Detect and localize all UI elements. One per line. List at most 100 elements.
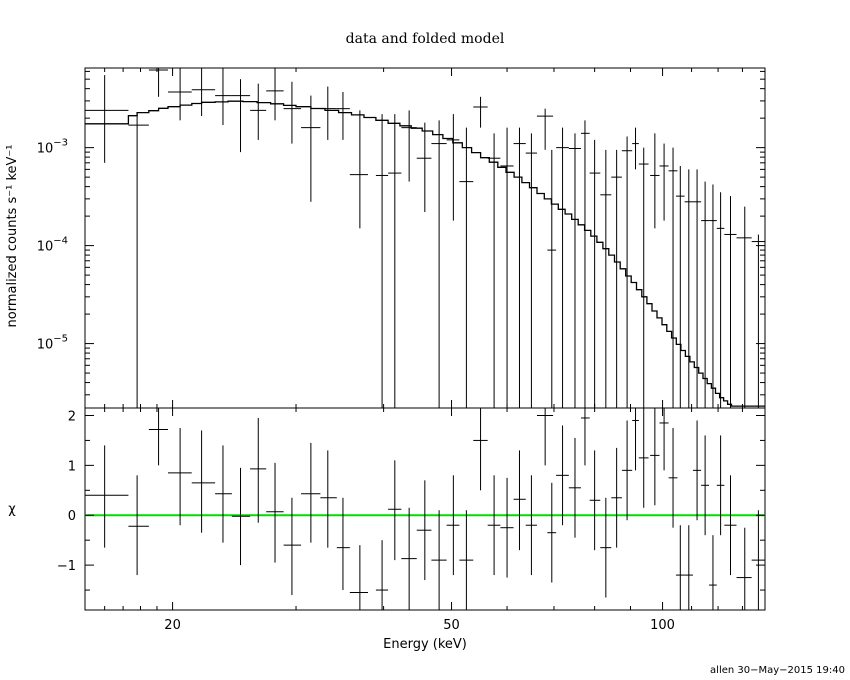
- residual-data-point: [536, 408, 554, 466]
- spectrum-data-point: [675, 165, 685, 408]
- residual-data-point: [675, 525, 685, 610]
- spectrum-data-point: [431, 120, 447, 408]
- residual-data-point: [250, 417, 267, 523]
- residual-data-point: [668, 427, 678, 528]
- residual-data-point: [487, 475, 501, 576]
- spectrum-data-point: [283, 81, 302, 144]
- spectrum-data-points: [85, 68, 765, 408]
- spectrum-data-point: [709, 184, 717, 408]
- spectrum-data-point: [336, 91, 350, 140]
- residual-y-tick-labels: 2 1 0 −1: [57, 409, 76, 574]
- residual-data-point: [320, 450, 337, 548]
- y-tick-label: 2: [68, 409, 76, 424]
- spectrum-data-point: [659, 143, 669, 221]
- residual-axis-ticks: [85, 408, 765, 610]
- x-tick-label: 50: [443, 618, 460, 633]
- spectrum-data-point: [401, 110, 417, 182]
- spectrum-data-point: [650, 133, 660, 229]
- residual-data-point: [650, 408, 660, 506]
- residual-data-point: [388, 460, 402, 561]
- spectrum-data-point: [536, 108, 554, 150]
- chart-title: data and folded model: [346, 31, 505, 47]
- residual-panel: 2 1 0 −1 20 50 100 χ: [8, 407, 766, 633]
- spectrum-data-point: [600, 149, 612, 408]
- spectrum-data-point: [487, 133, 501, 408]
- spectrum-data-point: [525, 133, 537, 408]
- spectrum-data-point: [85, 75, 129, 163]
- residual-data-point: [684, 525, 693, 610]
- residual-data-point: [621, 420, 633, 521]
- residual-data-point: [401, 507, 417, 610]
- residual-data-point: [581, 408, 590, 466]
- spectrum-data-point: [231, 79, 251, 153]
- spectrum-data-point: [215, 68, 232, 126]
- spectrum-data-point: [446, 114, 460, 221]
- spectrum-data-point: [473, 96, 488, 128]
- residual-data-point: [568, 437, 582, 538]
- residual-data-point: [525, 475, 537, 576]
- residual-data-point: [736, 527, 752, 610]
- residual-data-point: [589, 450, 601, 551]
- spectrum-data-point: [513, 127, 526, 408]
- spectrum-data-point: [167, 68, 192, 121]
- residual-data-point: [215, 445, 232, 543]
- residual-data-point: [167, 427, 192, 526]
- spectrum-data-point: [191, 68, 216, 117]
- residual-data-point: [659, 408, 669, 471]
- residual-data-point: [283, 497, 302, 596]
- spectrum-data-point: [684, 169, 693, 408]
- residual-data-point: [416, 480, 432, 581]
- x-axis-label: Energy (keV): [383, 637, 467, 652]
- residual-y-axis-label: χ: [8, 502, 16, 517]
- spectrum-y-axis-label: normalized counts s⁻¹ keV⁻¹: [5, 145, 20, 328]
- residual-data-point: [724, 475, 737, 576]
- y-tick-label: 10−3: [37, 138, 68, 157]
- y-tick-label: 1: [68, 459, 76, 474]
- spectrum-data-point: [556, 127, 569, 408]
- spectrum-data-point: [148, 68, 168, 97]
- spectrum-data-point: [500, 127, 514, 408]
- residual-data-point: [701, 435, 710, 536]
- y-tick-label: 10−5: [37, 334, 68, 353]
- x-tick-labels: 20 50 100: [164, 618, 675, 633]
- x-tick-label: 20: [164, 618, 181, 633]
- spectrum-data-point: [320, 86, 337, 140]
- spectrum-frame: [84, 67, 766, 409]
- spectrum-data-point: [736, 206, 752, 408]
- spectrum-data-point: [416, 122, 432, 213]
- spectrum-data-point: [301, 95, 321, 202]
- spectrum-data-point: [701, 181, 710, 408]
- spectrum-data-point: [611, 149, 622, 408]
- spectrum-data-point: [638, 147, 649, 408]
- residual-data-point: [191, 430, 216, 533]
- spectrum-data-point: [589, 139, 601, 408]
- spectrum-data-point: [250, 83, 267, 140]
- spectrum-panel: 10−3 10−4 10−5 normalized counts s⁻¹ keV⁻¹: [5, 67, 766, 409]
- spectrum-data-point: [724, 196, 737, 408]
- residual-data-points: [85, 408, 765, 610]
- residual-data-point: [513, 450, 526, 551]
- spectrum-data-point: [581, 120, 590, 408]
- residual-data-point: [600, 497, 612, 598]
- residual-data-point: [500, 477, 514, 578]
- spectrum-data-point: [632, 127, 639, 170]
- residual-data-point: [301, 442, 321, 543]
- spectrum-data-point: [388, 114, 402, 408]
- residual-data-point: [336, 497, 350, 591]
- residual-data-point: [692, 420, 702, 521]
- residual-data-point: [751, 510, 765, 610]
- spectrum-axis-ticks: [85, 68, 765, 408]
- residual-data-point: [266, 462, 284, 563]
- residual-data-point: [375, 540, 389, 610]
- spectrum-data-point: [716, 192, 725, 408]
- residual-data-point: [128, 475, 149, 576]
- spectrum-data-point: [266, 68, 284, 121]
- residual-data-point: [547, 482, 557, 583]
- footer-timestamp: allen 30−May−2015 19:40: [710, 665, 845, 676]
- spectrum-data-point: [568, 133, 582, 408]
- residual-data-point: [446, 475, 460, 576]
- spectrum-data-point: [375, 114, 389, 408]
- residual-data-point: [473, 408, 488, 491]
- y-tick-label: 10−4: [37, 236, 68, 255]
